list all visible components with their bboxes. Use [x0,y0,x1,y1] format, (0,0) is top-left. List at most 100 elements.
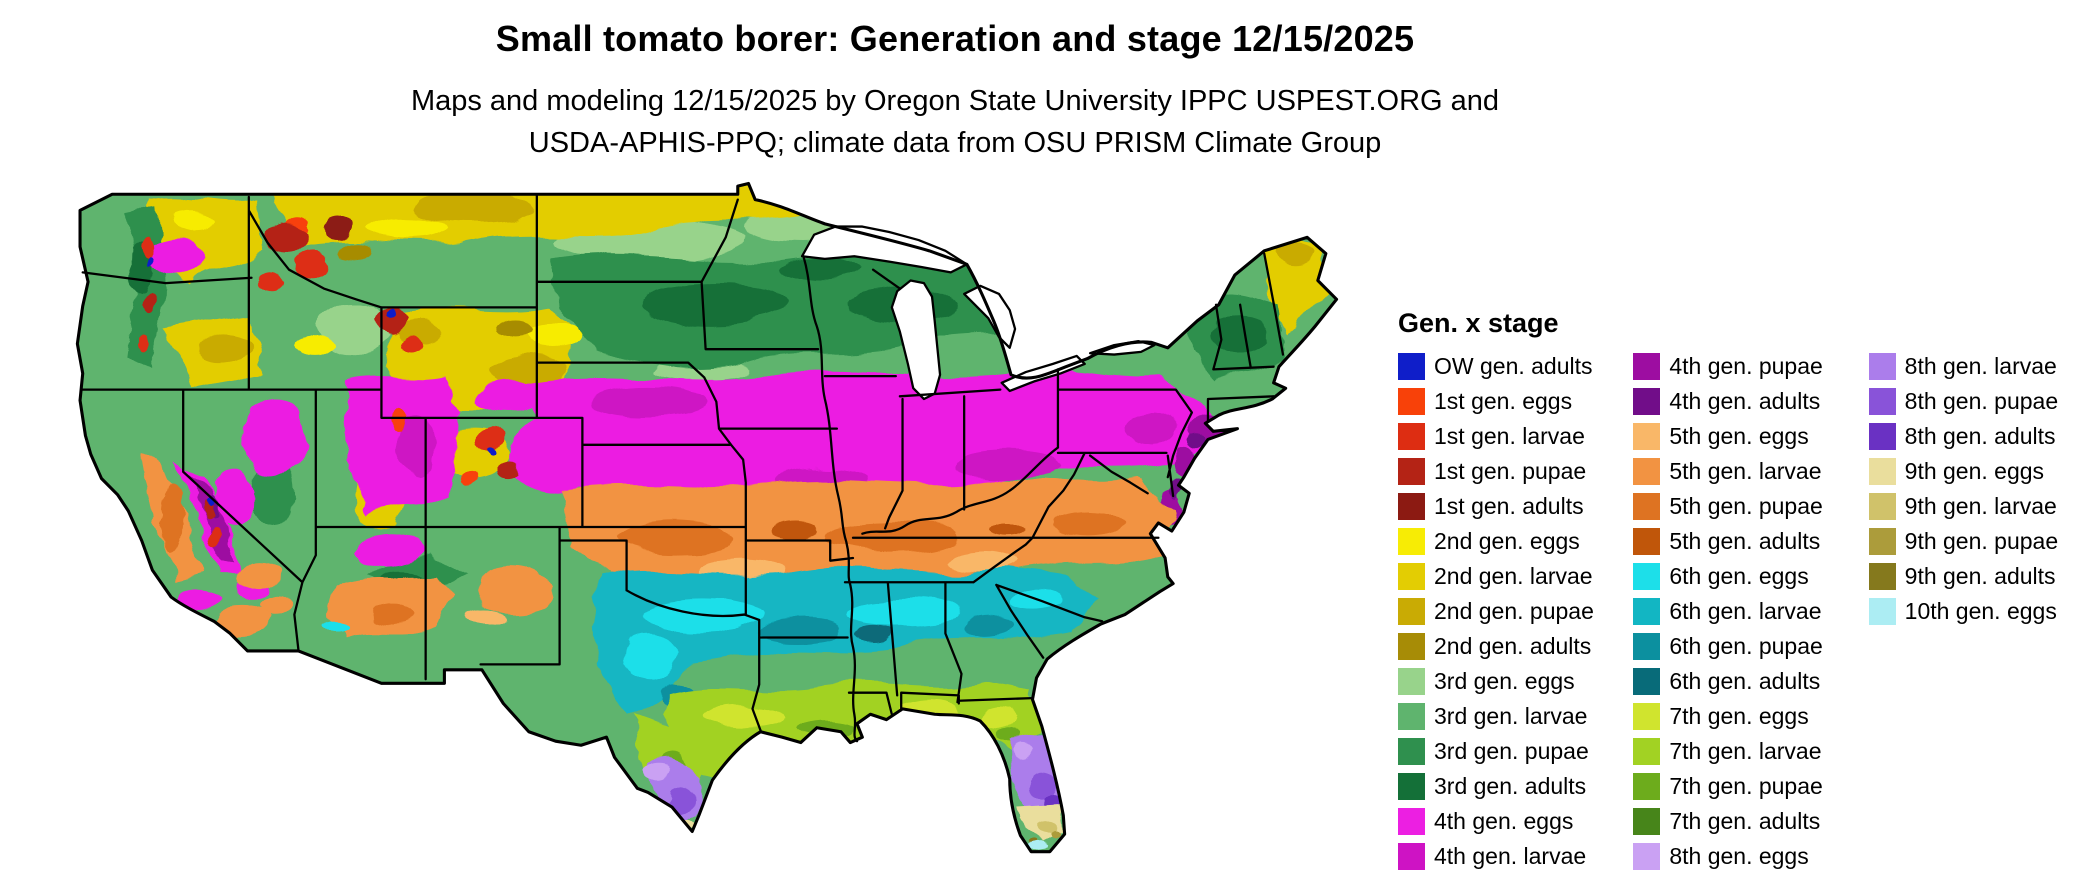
legend-item: 7th gen. pupae [1633,773,1852,800]
legend-swatch [1868,423,1896,450]
legend-swatch [1398,633,1425,660]
legend-swatch [1398,458,1425,485]
map-legend: Gen. x stage OW gen. adults 1st gen. eggs… [1398,308,2088,870]
legend-item: 10th gen. eggs [1868,598,2088,625]
legend-swatch [1633,773,1661,800]
legend-item: 8th gen. pupae [1868,388,2088,415]
legend-item: 8th gen. eggs [1633,843,1852,870]
subtitle-line-1: Maps and modeling 12/15/2025 by Oregon S… [410,85,1500,117]
legend-swatch [1633,528,1661,555]
us-outline [75,181,1339,854]
legend-item-label: 9th gen. larvae [1904,493,2057,519]
legend-item-label: 6th gen. pupae [1669,633,1823,659]
regions-ow-gen-adults [147,260,497,506]
legend-item-label: 5th gen. eggs [1669,423,1809,449]
legend-swatch [1633,808,1661,835]
legend-swatch [1398,843,1425,870]
legend-item: 2nd gen. pupae [1398,598,1617,625]
regions-1st-gen-larvae [138,234,504,548]
legend-item-label: 3rd gen. adults [1434,773,1587,799]
legend-column-1: OW gen. adults 1st gen. eggs 1st gen. larv… [1398,353,1617,870]
legend-swatch [1398,703,1425,730]
legend-column-2: 4th gen. pupae 4th gen. adults 5th gen. eg… [1633,353,1852,870]
legend-item-label: 4th gen. larvae [1434,843,1587,869]
regions-2nd-gen-adults [337,242,533,339]
legend-swatch [1398,528,1425,555]
legend-item: 6th gen. larvae [1633,598,1852,625]
legend-item-label: 8th gen. pupae [1904,388,2059,414]
great-lakes [800,225,1156,401]
legend-title: Gen. x stage [1398,308,1559,338]
legend-item: 3rd gen. eggs [1398,668,1617,695]
legend-item: 9th gen. pupae [1868,528,2088,555]
legend-item-label: 4th gen. eggs [1434,808,1574,834]
legend-item: 3rd gen. pupae [1398,738,1617,765]
legend-swatch [1398,598,1425,625]
regions-6th-gen-eggs [322,587,1064,680]
legend-item: 3rd gen. adults [1398,773,1617,800]
regions-9th-gen-eggs [684,805,1064,844]
legend-swatch [1868,598,1896,625]
legend-item-label: 2nd gen. eggs [1434,528,1580,554]
figure-subtitle: Maps and modeling 12/15/2025 by Oregon S… [175,80,1735,164]
lake-erie [1000,354,1086,393]
lake-michigan [890,279,942,401]
legend-item-label: 3rd gen. pupae [1434,738,1589,764]
legend-item: 7th gen. larvae [1633,738,1852,765]
legend-item: 1st gen. eggs [1398,388,1617,415]
legend-item: 9th gen. adults [1868,563,2088,590]
regions-5th-gen-adults [773,522,1029,540]
lake-huron [963,284,1017,349]
legend-item: 6th gen. eggs [1633,563,1852,590]
legend-swatch [1398,563,1425,590]
regions-8th-gen-eggs [645,743,1034,779]
figure-title: Small tomato borer: Generation and stage… [495,18,1415,59]
legend-swatch [1633,493,1661,520]
legend-column-3: 8th gen. larvae 8th gen. pupae 8th gen. ad… [1868,353,2088,625]
legend-item-label: 3rd gen. eggs [1434,668,1575,694]
legend-item-label: 4th gen. adults [1669,388,1821,414]
legend-item-label: 9th gen. adults [1904,563,2056,589]
legend-swatch [1398,353,1425,380]
legend-swatch [1868,563,1896,590]
legend-item: 5th gen. adults [1633,528,1852,555]
legend-item: 4th gen. eggs [1398,808,1617,835]
legend-item: 8th gen. adults [1868,423,2088,450]
us-generation-stage-map [75,181,1339,854]
legend-item: 9th gen. eggs [1868,458,2088,485]
regions-1st-gen-adults [323,218,351,241]
state-borders-east [802,252,1285,743]
figure-header: Small tomato borer: Generation and stage… [175,18,1735,164]
legend-item-label: 3rd gen. larvae [1434,703,1588,729]
legend-item: 7th gen. eggs [1633,703,1852,730]
legend-item: 7th gen. adults [1633,808,1852,835]
regions-5th-gen-pupae [160,482,1125,624]
legend-swatch [1398,423,1425,450]
legend-item-label: 2nd gen. adults [1434,633,1592,659]
regions-2nd-gen-eggs [173,211,584,356]
legend-item-label: 10th gen. eggs [1904,598,2057,624]
legend-swatch [1398,668,1425,695]
regions-9th-gen-pupae [1049,831,1061,840]
legend-item-label: 5th gen. pupae [1669,493,1823,519]
us-map-area [72,170,1358,884]
legend-item-label: 1st gen. eggs [1434,388,1573,414]
legend-item: 4th gen. adults [1633,388,1852,415]
legend-swatch [1868,458,1896,485]
legend-swatch [1633,353,1661,380]
legend-item-label: 7th gen. pupae [1669,773,1823,799]
regions-10th-gen-eggs [1028,843,1050,852]
legend-item-label: OW gen. adults [1434,353,1593,379]
state-borders-west [80,193,855,732]
legend-swatch [1633,563,1661,590]
legend-swatch [1633,703,1661,730]
state-borders [80,193,1285,743]
legend-item: 1st gen. pupae [1398,458,1617,485]
regions-9th-gen-larvae [1036,820,1058,835]
legend-item-label: 8th gen. eggs [1669,843,1809,869]
legend-item-label: 7th gen. larvae [1669,738,1822,764]
legend-item-label: 6th gen. eggs [1669,563,1809,589]
legend-item: 5th gen. eggs [1633,423,1852,450]
legend-item-label: 6th gen. adults [1669,668,1821,694]
legend-item: 1st gen. larvae [1398,423,1617,450]
